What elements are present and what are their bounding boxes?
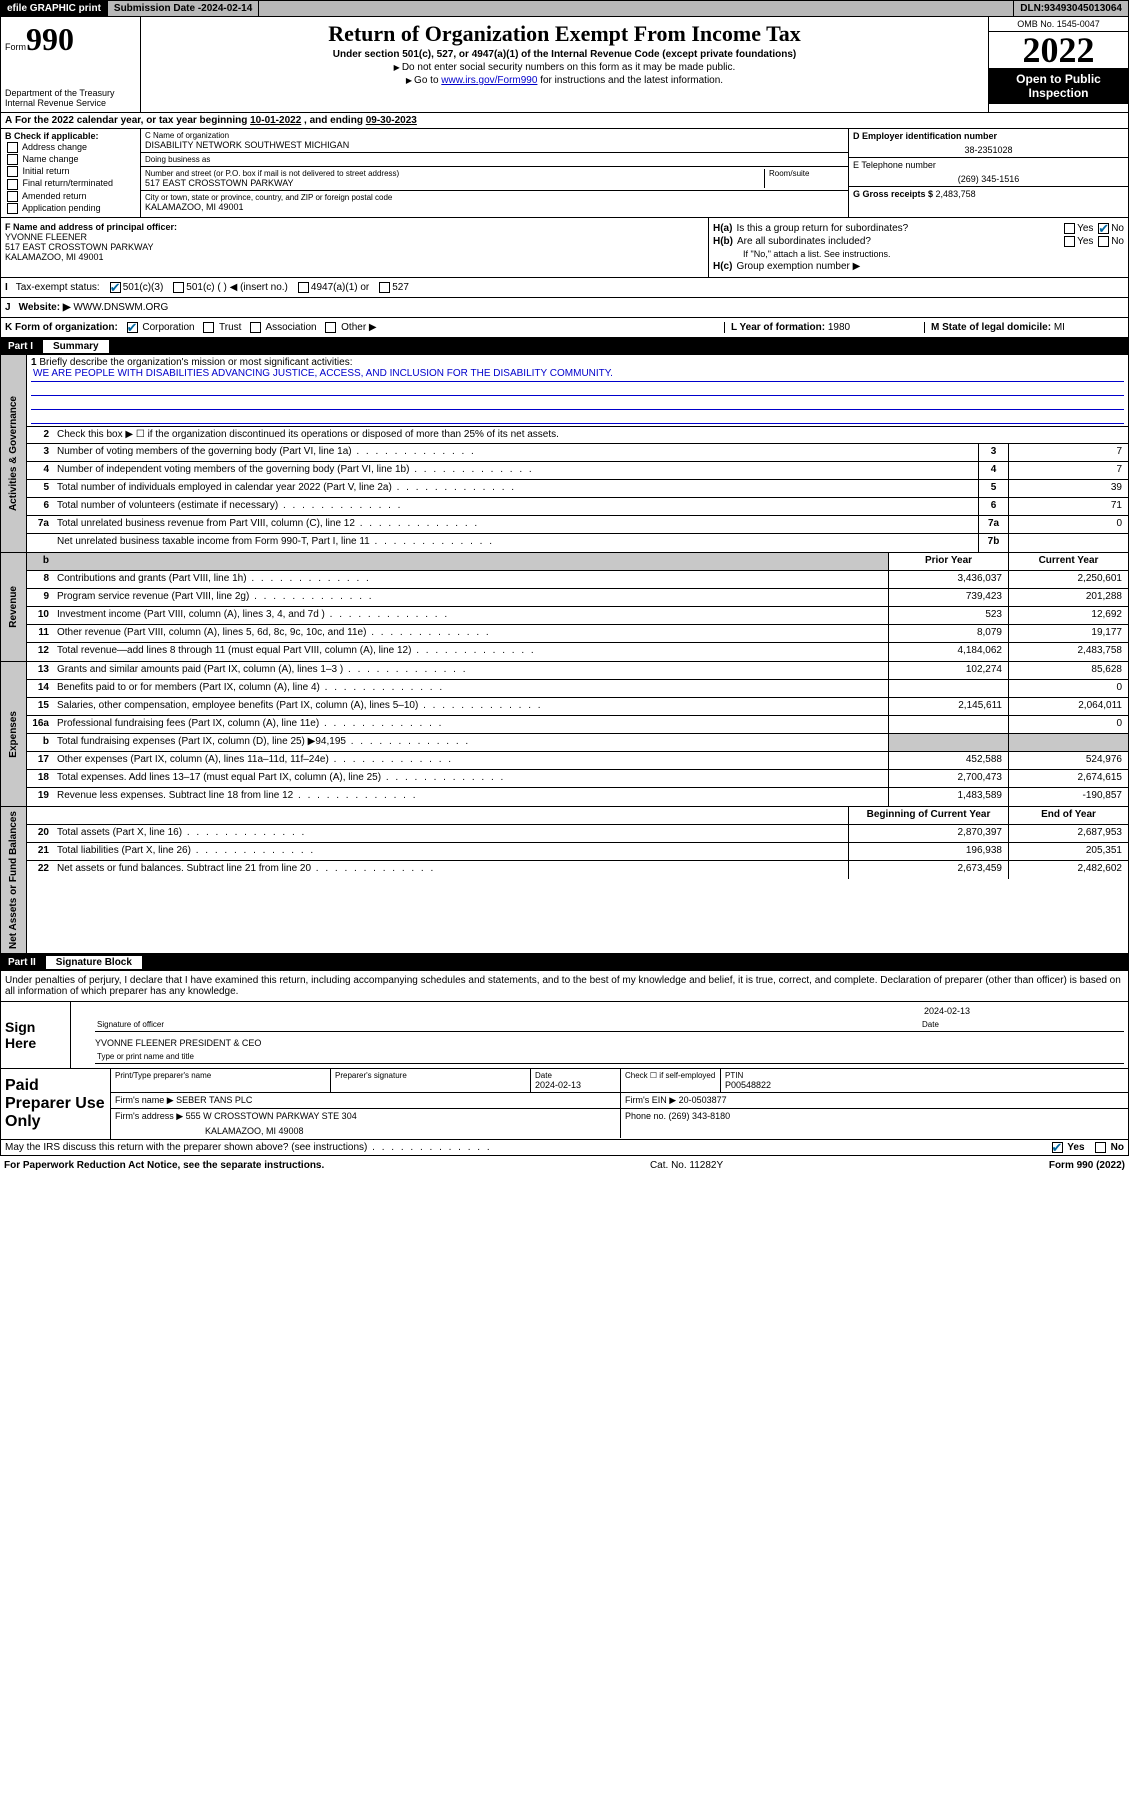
summary-line: Net unrelated business taxable income fr… (27, 534, 1128, 552)
summary-line: 20Total assets (Part X, line 16)2,870,39… (27, 825, 1128, 843)
summary-line: 18Total expenses. Add lines 13–17 (must … (27, 770, 1128, 788)
part-2-header: Part II Signature Block (0, 954, 1129, 971)
irs-link[interactable]: www.irs.gov/Form990 (441, 75, 537, 86)
topbar: efile GRAPHIC print Submission Date - 20… (0, 0, 1129, 17)
summary-line: 6Total number of volunteers (estimate if… (27, 498, 1128, 516)
vtab-expenses: Expenses (1, 662, 27, 806)
line-a-tax-year: A For the 2022 calendar year, or tax yea… (0, 113, 1129, 129)
vtab-netassets: Net Assets or Fund Balances (1, 807, 27, 953)
org-name-cell: C Name of organization DISABILITY NETWOR… (141, 129, 848, 153)
form-number: Form990 (5, 21, 136, 58)
org-city: KALAMAZOO, MI 49001 (145, 202, 844, 212)
efile-print-label[interactable]: efile GRAPHIC print (1, 1, 108, 16)
summary-line: bTotal fundraising expenses (Part IX, co… (27, 734, 1128, 752)
org-name: DISABILITY NETWORK SOUTHWEST MICHIGAN (145, 140, 844, 150)
header-mid: Return of Organization Exempt From Incom… (141, 17, 988, 112)
summary-expenses: Expenses 13Grants and similar amounts pa… (0, 662, 1129, 807)
mission-block: 1 Briefly describe the organization's mi… (27, 355, 1128, 426)
header-right: OMB No. 1545-0047 2022 Open to Public In… (988, 17, 1128, 112)
firm-name: SEBER TANS PLC (176, 1095, 252, 1105)
form-header: Form990 Department of the Treasury Inter… (0, 17, 1129, 113)
website-value: WWW.DNSWM.ORG (73, 302, 168, 313)
org-address: 517 EAST CROSSTOWN PARKWAY (145, 178, 764, 188)
summary-line: 11Other revenue (Part VIII, column (A), … (27, 625, 1128, 643)
dept-treasury: Department of the Treasury Internal Reve… (5, 88, 136, 108)
summary-line: 19Revenue less expenses. Subtract line 1… (27, 788, 1128, 806)
tax-exempt-status-row: I Tax-exempt status: 501(c)(3) 501(c) ( … (0, 278, 1129, 298)
cb-address-change[interactable]: Address change (5, 142, 136, 153)
summary-line: 22Net assets or fund balances. Subtract … (27, 861, 1128, 879)
topbar-spacer (259, 1, 1014, 16)
block-f-h: F Name and address of principal officer:… (0, 218, 1129, 278)
submission-date: Submission Date - 2024-02-14 (108, 1, 259, 16)
summary-revenue: Revenue bPrior YearCurrent Year 8Contrib… (0, 553, 1129, 662)
gross-receipts-value: 2,483,758 (936, 189, 976, 199)
part-1-header: Part I Summary (0, 338, 1129, 355)
form-note-2: Go to www.irs.gov/Form990 for instructio… (145, 75, 984, 86)
addr-cell: Number and street (or P.O. box if mail i… (141, 167, 848, 191)
summary-line: 12Total revenue—add lines 8 through 11 (… (27, 643, 1128, 661)
col-d-ein-phone: D Employer identification number 38-2351… (848, 129, 1128, 217)
phone-value: (269) 345-1516 (853, 174, 1124, 184)
form-note-1: Do not enter social security numbers on … (145, 62, 984, 73)
summary-line: 8Contributions and grants (Part VIII, li… (27, 571, 1128, 589)
col-b-checkboxes: B Check if applicable: Address change Na… (1, 129, 141, 217)
block-b-c-d: B Check if applicable: Address change Na… (0, 129, 1129, 218)
ein-value: 38-2351028 (853, 145, 1124, 155)
tax-year: 2022 (989, 32, 1128, 68)
sign-here-row: Sign Here 2024-02-13 Signature of office… (0, 1002, 1129, 1069)
summary-netassets: Net Assets or Fund Balances Beginning of… (0, 807, 1129, 954)
vtab-revenue: Revenue (1, 553, 27, 661)
summary-line: 5Total number of individuals employed in… (27, 480, 1128, 498)
summary-line: 4Number of independent voting members of… (27, 462, 1128, 480)
h-group-return: H(a)Is this a group return for subordina… (708, 218, 1128, 277)
signature-declaration: Under penalties of perjury, I declare th… (0, 971, 1129, 1002)
dba-cell: Doing business as (141, 153, 848, 167)
paid-preparer-block: Paid Preparer Use Only Print/Type prepar… (0, 1069, 1129, 1140)
summary-line: 15Salaries, other compensation, employee… (27, 698, 1128, 716)
footer-discuss-row: May the IRS discuss this return with the… (0, 1140, 1129, 1156)
summary-governance: Activities & Governance 1 Briefly descri… (0, 355, 1129, 553)
header-left: Form990 Department of the Treasury Inter… (1, 17, 141, 112)
summary-line: 16aProfessional fundraising fees (Part I… (27, 716, 1128, 734)
form-title: Return of Organization Exempt From Incom… (145, 21, 984, 47)
cb-final-return[interactable]: Final return/terminated (5, 178, 136, 189)
summary-line: 9Program service revenue (Part VIII, lin… (27, 589, 1128, 607)
summary-line: 14Benefits paid to or for members (Part … (27, 680, 1128, 698)
cb-application-pending[interactable]: Application pending (5, 203, 136, 214)
summary-line: 3Number of voting members of the governi… (27, 444, 1128, 462)
summary-line: 17Other expenses (Part IX, column (A), l… (27, 752, 1128, 770)
summary-line: 10Investment income (Part VIII, column (… (27, 607, 1128, 625)
cb-name-change[interactable]: Name change (5, 154, 136, 165)
k-form-org-row: K Form of organization: Corporation Trus… (0, 318, 1129, 338)
principal-officer: F Name and address of principal officer:… (1, 218, 708, 277)
dln: DLN: 93493045013064 (1014, 1, 1128, 16)
summary-line: 13Grants and similar amounts paid (Part … (27, 662, 1128, 680)
website-row: J Website: ▶ WWW.DNSWM.ORG (0, 298, 1129, 318)
officer-name: YVONNE FLEENER PRESIDENT & CEO (95, 1038, 1124, 1048)
city-cell: City or town, state or province, country… (141, 191, 848, 214)
gross-receipts-cell: G Gross receipts $ 2,483,758 (849, 187, 1128, 201)
bottom-line: For Paperwork Reduction Act Notice, see … (0, 1156, 1129, 1175)
mission-text: WE ARE PEOPLE WITH DISABILITIES ADVANCIN… (31, 368, 1124, 382)
cb-amended-return[interactable]: Amended return (5, 191, 136, 202)
col-b-label: B Check if applicable: (5, 131, 136, 141)
col-c-org-info: C Name of organization DISABILITY NETWOR… (141, 129, 848, 217)
open-inspection: Open to Public Inspection (989, 68, 1128, 104)
vtab-governance: Activities & Governance (1, 355, 27, 552)
summary-line: 7aTotal unrelated business revenue from … (27, 516, 1128, 534)
phone-cell: E Telephone number (269) 345-1516 (849, 158, 1128, 187)
summary-line: 21Total liabilities (Part X, line 26)196… (27, 843, 1128, 861)
ein-cell: D Employer identification number 38-2351… (849, 129, 1128, 158)
form-subtitle: Under section 501(c), 527, or 4947(a)(1)… (145, 49, 984, 60)
cb-initial-return[interactable]: Initial return (5, 166, 136, 177)
